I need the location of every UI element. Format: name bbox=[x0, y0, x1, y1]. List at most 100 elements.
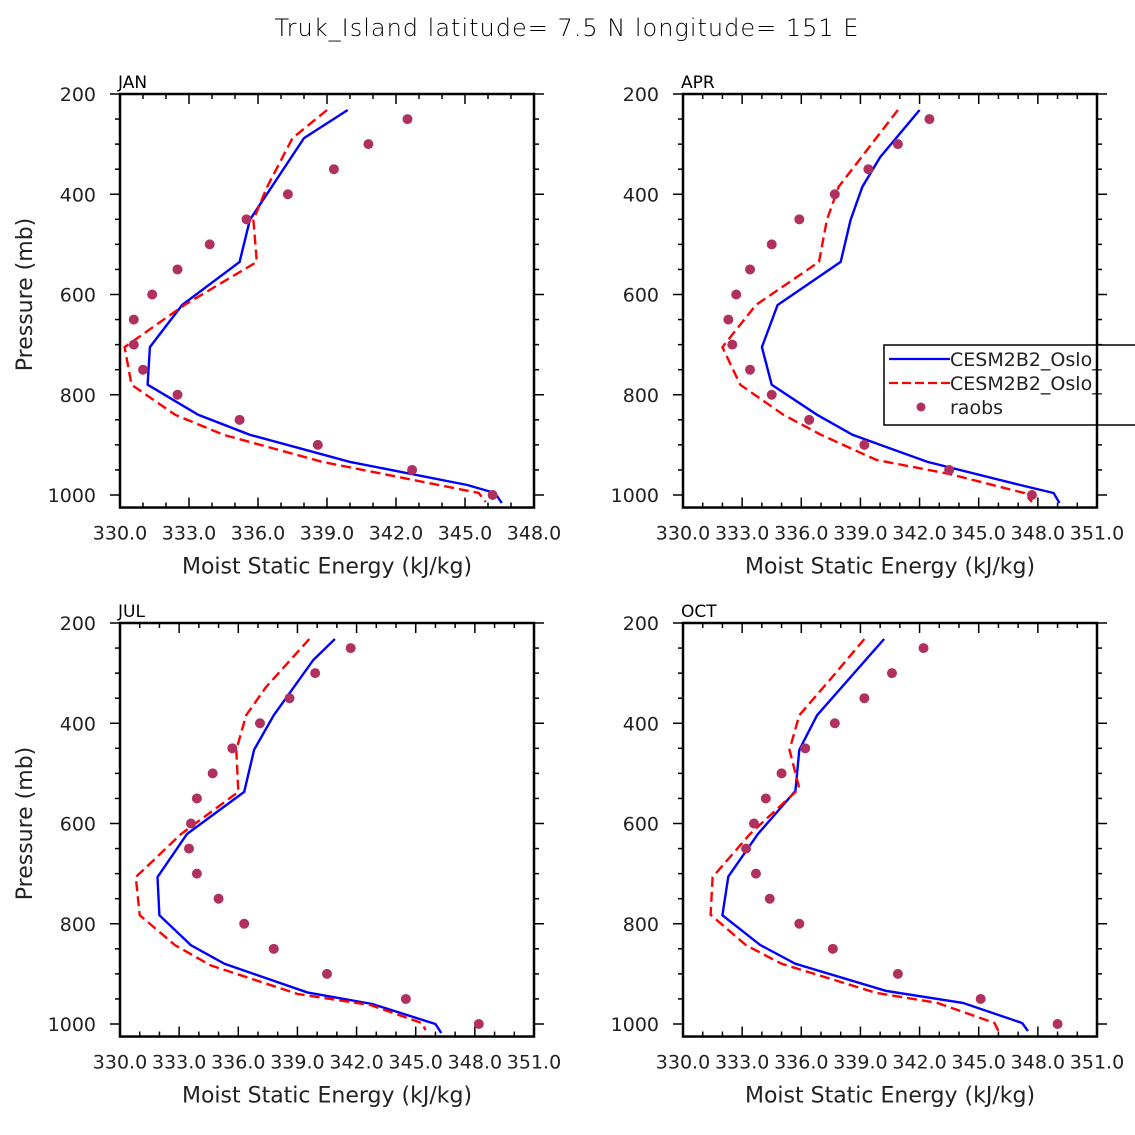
raobs-point bbox=[128, 314, 139, 325]
raobs-point bbox=[727, 339, 738, 350]
raobs-point bbox=[363, 139, 374, 150]
y-tick-label: 200 bbox=[623, 613, 659, 635]
x-tick-label: 348.0 bbox=[507, 523, 561, 545]
raobs-point bbox=[794, 918, 805, 929]
y-tick-label: 400 bbox=[623, 713, 659, 735]
raobs-point bbox=[185, 818, 196, 829]
raobs-point bbox=[859, 439, 870, 450]
x-tick-label: 342.0 bbox=[369, 523, 423, 545]
raobs-point bbox=[944, 464, 955, 475]
y-tick-label: 600 bbox=[60, 814, 96, 836]
model-line-solid bbox=[721, 638, 1029, 1032]
x-tick-label: 348.0 bbox=[448, 1052, 502, 1074]
x-tick-label: 336.0 bbox=[774, 523, 828, 545]
raobs-point bbox=[239, 918, 250, 929]
plot-frame bbox=[681, 92, 1099, 509]
raobs-point bbox=[750, 868, 761, 879]
x-axis-label: Moist Static Energy (kJ/kg) bbox=[182, 1084, 472, 1109]
y-tick-label: 1000 bbox=[48, 485, 96, 507]
x-tick-label: 336.0 bbox=[774, 1052, 828, 1074]
model-line-dashed bbox=[709, 638, 1000, 1032]
series-group bbox=[134, 638, 484, 1034]
x-tick-label: 351.0 bbox=[1070, 1052, 1124, 1074]
raobs-point bbox=[241, 214, 252, 225]
raobs-point bbox=[310, 668, 321, 679]
raobs-point bbox=[1052, 1019, 1063, 1029]
raobs-point bbox=[254, 718, 265, 729]
x-tick-label: 339.0 bbox=[270, 1052, 324, 1074]
raobs-point bbox=[760, 793, 771, 804]
x-tick-label: 345.0 bbox=[389, 1052, 443, 1074]
raobs-point bbox=[184, 843, 194, 854]
x-tick-label: 345.0 bbox=[952, 523, 1006, 545]
series-group bbox=[709, 638, 1063, 1032]
raobs-point bbox=[924, 114, 935, 125]
y-tick-label: 400 bbox=[60, 184, 96, 206]
x-tick-label: 333.0 bbox=[715, 523, 769, 545]
series-group bbox=[123, 108, 503, 504]
legend-marker bbox=[916, 402, 926, 412]
x-tick-label: 342.0 bbox=[329, 1052, 383, 1074]
raobs-point bbox=[800, 743, 811, 754]
raobs-point bbox=[322, 968, 332, 979]
x-tick-label: 336.0 bbox=[211, 1052, 265, 1074]
plot-frame bbox=[118, 621, 536, 1038]
raobs-point bbox=[745, 264, 756, 275]
y-tick-label: 800 bbox=[623, 914, 659, 936]
panel-title: JAN bbox=[117, 73, 147, 93]
legend-label: raobs bbox=[950, 397, 1003, 419]
x-tick-label: 336.0 bbox=[231, 523, 285, 545]
y-tick-label: 400 bbox=[623, 184, 659, 206]
raobs-point bbox=[312, 439, 323, 450]
x-axis-label: Moist Static Energy (kJ/kg) bbox=[182, 555, 472, 580]
raobs-point bbox=[284, 693, 295, 704]
raobs-point bbox=[282, 189, 293, 200]
y-tick-label: 400 bbox=[60, 713, 96, 735]
raobs-point bbox=[172, 264, 183, 275]
panel-apr: APR 330.0 333.0 336.0 339.0 342.0 345.0 348.0 35… bbox=[611, 73, 1135, 580]
raobs-point bbox=[766, 389, 777, 400]
x-tick-label: 330.0 bbox=[93, 523, 147, 545]
raobs-point bbox=[172, 389, 183, 400]
model-line-solid bbox=[156, 638, 443, 1034]
x-axis-label: Moist Static Energy (kJ/kg) bbox=[745, 1084, 1035, 1109]
panel-title: JUL bbox=[117, 602, 145, 622]
raobs-point bbox=[487, 490, 498, 500]
x-tick-label: 342.0 bbox=[892, 1052, 946, 1074]
plot-frame bbox=[118, 92, 536, 509]
x-tick-label: 339.0 bbox=[833, 523, 887, 545]
raobs-point bbox=[886, 668, 897, 679]
model-line-dashed bbox=[123, 109, 487, 503]
model-line-dashed bbox=[134, 638, 427, 1031]
x-tick-label: 342.0 bbox=[892, 523, 946, 545]
x-tick-label: 330.0 bbox=[93, 1052, 147, 1074]
raobs-point bbox=[748, 818, 759, 829]
y-tick-label: 600 bbox=[623, 814, 659, 836]
plot-frame bbox=[681, 621, 1099, 1038]
legend: CESM2B2_Oslo_CESM2B2_Oslo_raobs bbox=[883, 344, 1135, 426]
y-axis-label: Pressure (mb) bbox=[13, 218, 38, 372]
y-tick-label: 1000 bbox=[611, 485, 659, 507]
raobs-point bbox=[918, 643, 929, 654]
raobs-point bbox=[766, 239, 777, 250]
raobs-point bbox=[1026, 490, 1037, 500]
y-tick-label: 600 bbox=[60, 285, 96, 307]
raobs-point bbox=[794, 214, 805, 225]
raobs-point bbox=[863, 164, 874, 175]
y-tick-label: 1000 bbox=[48, 1014, 96, 1036]
raobs-point bbox=[804, 414, 815, 425]
x-axis-label: Moist Static Energy (kJ/kg) bbox=[745, 555, 1035, 580]
raobs-point bbox=[975, 993, 986, 1004]
raobs-point bbox=[829, 718, 840, 729]
raobs-point bbox=[147, 289, 158, 300]
raobs-point bbox=[892, 968, 903, 979]
panel-title: OCT bbox=[681, 602, 717, 622]
raobs-point bbox=[213, 893, 224, 904]
figure-title: Truk_Island latitude= 7.5 N longitude= 1… bbox=[275, 14, 860, 42]
raobs-point bbox=[227, 743, 238, 754]
raobs-point bbox=[764, 893, 775, 904]
y-axis-label: Pressure (mb) bbox=[13, 747, 38, 901]
y-tick-label: 800 bbox=[623, 385, 659, 407]
panel-oct: OCT 330.0 333.0 336.0 339.0 342.0 345.0 348.0 35… bbox=[611, 602, 1125, 1109]
raobs-point bbox=[731, 289, 742, 300]
